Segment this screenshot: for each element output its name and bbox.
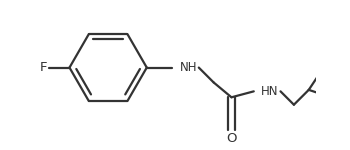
Text: F: F (40, 61, 47, 74)
Text: O: O (226, 132, 237, 145)
Text: NH: NH (180, 61, 197, 74)
Text: HN: HN (261, 85, 279, 98)
